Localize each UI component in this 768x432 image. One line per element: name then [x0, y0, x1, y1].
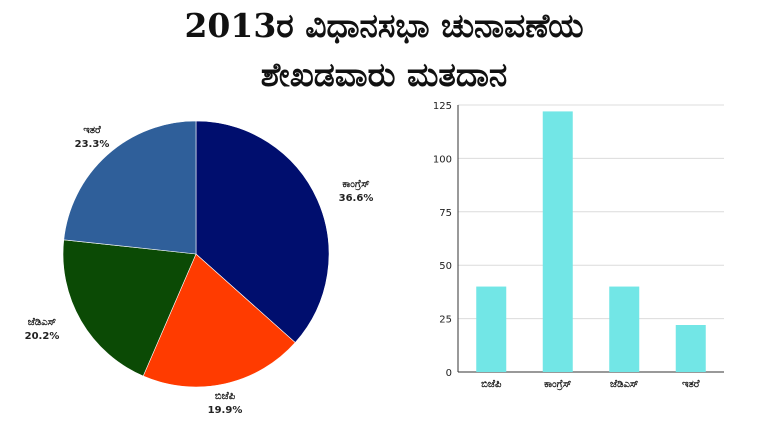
x-tick-label: ಇತರೆ [682, 379, 700, 390]
bar-chart: 0 25 50 75 100 125 ಬಿಜೆಪಿ ಕಾಂಗ್ರೆಸ್ ಜೆಡಿಎಸ್ ಇತರೆ [433, 101, 724, 391]
y-tick-label: 0 [446, 368, 452, 379]
y-tick-label: 50 [439, 261, 452, 272]
y-tick-label: 25 [439, 315, 452, 326]
x-tick-label: ಕಾಂಗ್ರೆಸ್ [544, 379, 571, 391]
pie-slice-value-label: 23.3% [75, 139, 110, 150]
pie-slice-label: ಜೆಡಿಎಸ್ [28, 317, 57, 328]
chart-title-line-1: 2013ರ ವಿಧಾನಸಭಾ ಚುನಾವಣೆಯ [184, 6, 584, 45]
pie-slice-value-label: 20.2% [25, 331, 60, 342]
pie-slice-value-label: 36.6% [339, 193, 374, 204]
bar [609, 286, 640, 372]
pie-slice-label: ಕಾಂಗ್ರೆಸ್ [342, 179, 369, 191]
pie-slice [62, 239, 197, 377]
x-tick-label: ಬಿಜೆಪಿ [481, 379, 502, 390]
bar [476, 286, 507, 372]
pie-chart: ಕಾಂಗ್ರೆಸ್ 36.6% ಬಿಜೆಪಿ 19.9% ಜೆಡಿಎಸ್ 20.2% ಇತರ… [25, 120, 374, 416]
chart-title-line-2: ಶೇಖಡವಾರು ಮತದಾನ [260, 55, 508, 94]
pie-slice-label: ಬಿಜೆಪಿ [215, 391, 236, 402]
bar [542, 111, 573, 373]
y-tick-label: 100 [433, 154, 452, 165]
pie-slice [195, 120, 330, 344]
pie-slice [63, 120, 197, 255]
pie-slice-label: ಇತರೆ [83, 125, 101, 136]
bar [675, 325, 706, 372]
pie-slice-value-label: 19.9% [208, 405, 243, 416]
x-tick-label: ಜೆಡಿಎಸ್ [610, 379, 639, 390]
pie-slice [142, 253, 296, 388]
y-tick-label: 75 [439, 208, 452, 219]
y-tick-label: 125 [433, 101, 452, 112]
